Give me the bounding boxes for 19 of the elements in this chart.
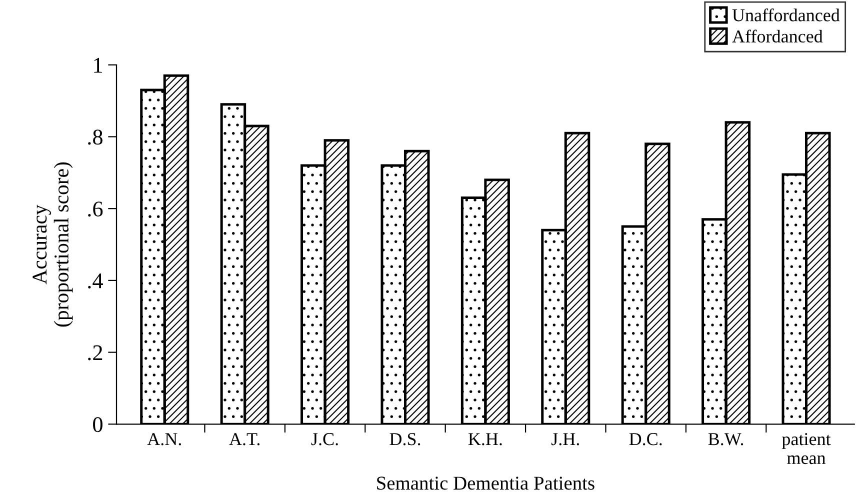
- x-tick-label: D.S.: [390, 433, 420, 446]
- x-tick-label: A.N.: [147, 433, 181, 446]
- x-tick-label: J.C.: [311, 433, 338, 446]
- y-axis-title: Accuracy (proportional score): [32, 162, 73, 327]
- x-tick-label: J.H.: [551, 433, 579, 446]
- y-tick-label: .4: [88, 274, 103, 288]
- y-tick-label: 0: [93, 417, 102, 432]
- x-tick-label: patient mean: [782, 433, 831, 464]
- x-tick-label: K.H.: [468, 433, 502, 446]
- legend-label: Unaffordanced: [732, 8, 840, 22]
- y-tick-label: .8: [88, 130, 102, 145]
- legend-label: Affordanced: [732, 30, 823, 43]
- y-tick-label: 1: [94, 58, 102, 73]
- x-tick-label: D.C.: [629, 433, 662, 446]
- x-tick-label: B.W.: [708, 433, 744, 446]
- x-tick-label: A.T.: [229, 433, 260, 446]
- y-tick-label: .6: [88, 202, 103, 217]
- y-tick-label: .2: [88, 345, 102, 360]
- x-axis-title: Semantic Dementia Patients: [377, 476, 594, 490]
